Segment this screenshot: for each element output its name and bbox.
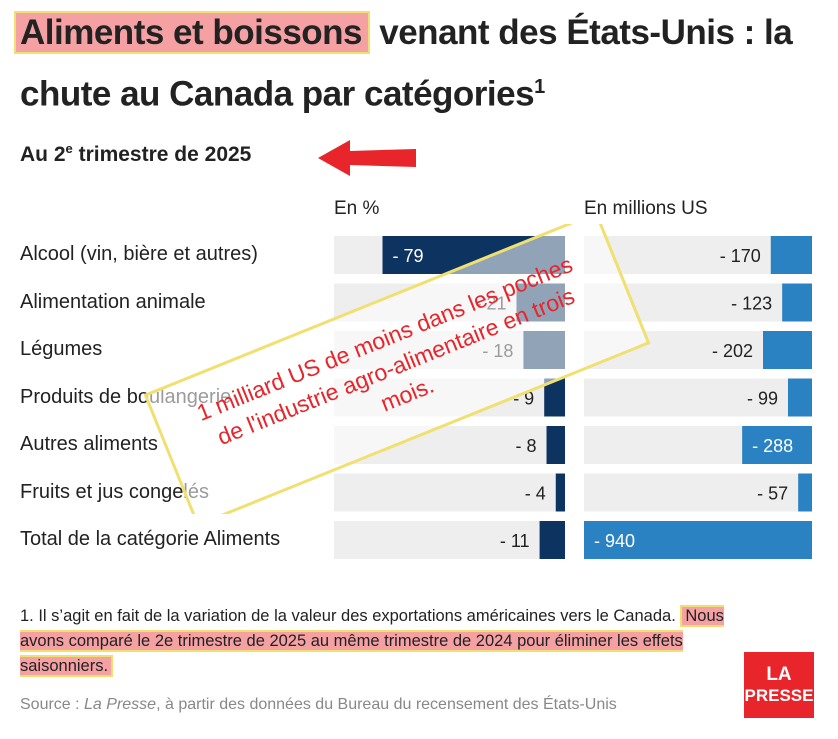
- track-musd: [584, 283, 812, 322]
- chart-title: Aliments et boissons venant des États-Un…: [14, 6, 830, 122]
- value-label-musd: - 99: [747, 389, 778, 409]
- source-line: Source : La Presse, à partir des données…: [20, 696, 617, 714]
- value-label-pct: - 4: [525, 484, 546, 504]
- title-rest: venant des États-Unis : la chute au Cana…: [20, 13, 793, 114]
- value-label-musd: - 202: [712, 341, 753, 361]
- la-presse-logo: LA PRESSE: [744, 652, 814, 718]
- bar-pct: [546, 426, 565, 464]
- bar-musd: [584, 521, 812, 559]
- value-label-pct: - 11: [500, 531, 530, 551]
- bar-musd: [782, 283, 812, 322]
- value-label-pct: - 18: [482, 341, 513, 361]
- footnote-text: 1. Il s’agit en fait de la variation de …: [20, 607, 681, 625]
- value-label-pct: - 79: [393, 246, 424, 266]
- logo-line-1: LA: [766, 664, 792, 685]
- bar-musd: [787, 378, 812, 417]
- category-label: Légumes: [20, 338, 103, 360]
- category-label: Total de la catégorie Aliments: [20, 528, 281, 550]
- bar-musd: [763, 331, 812, 369]
- bar-pct: [516, 283, 565, 322]
- value-label-musd: - 940: [594, 531, 635, 551]
- bar-pct: [544, 378, 565, 417]
- value-label-musd: - 288: [752, 436, 793, 456]
- bar-musd: [798, 473, 812, 512]
- track-pct: [334, 521, 565, 559]
- col-head-musd: En millions US: [584, 198, 708, 219]
- bar-musd: [742, 426, 812, 464]
- subtitle-post: trimestre de 2025: [72, 143, 252, 166]
- left-arrow-icon: [318, 140, 416, 176]
- footnote: 1. Il s’agit en fait de la variation de …: [20, 604, 730, 679]
- chart-subtitle: Au 2e trimestre de 2025: [20, 141, 251, 167]
- value-label-pct: - 9: [513, 389, 534, 409]
- source-publication: La Presse: [84, 696, 157, 713]
- value-label-musd: - 170: [720, 246, 761, 266]
- value-label-musd: - 57: [757, 484, 788, 504]
- subtitle-pre: Au 2: [20, 143, 66, 166]
- title-highlight: Aliments et boissons: [14, 11, 371, 54]
- category-label: Autres aliments: [20, 433, 158, 455]
- source-suffix: , à partir des données du Bureau du rece…: [156, 696, 617, 713]
- logo-line-2: PRESSE: [744, 686, 814, 705]
- bar-musd: [770, 236, 812, 274]
- title-footnote-mark: 1: [534, 76, 545, 98]
- bar-pct: [555, 473, 565, 512]
- bar-pct: [523, 331, 565, 369]
- value-label-pct: - 8: [516, 436, 537, 456]
- col-head-pct: En %: [334, 198, 380, 219]
- source-prefix: Source :: [20, 696, 85, 713]
- bar-pct: [539, 521, 565, 559]
- value-label-pct: - 21: [475, 294, 506, 314]
- value-label-musd: - 123: [731, 294, 772, 314]
- subtitle-sup: e: [65, 141, 73, 156]
